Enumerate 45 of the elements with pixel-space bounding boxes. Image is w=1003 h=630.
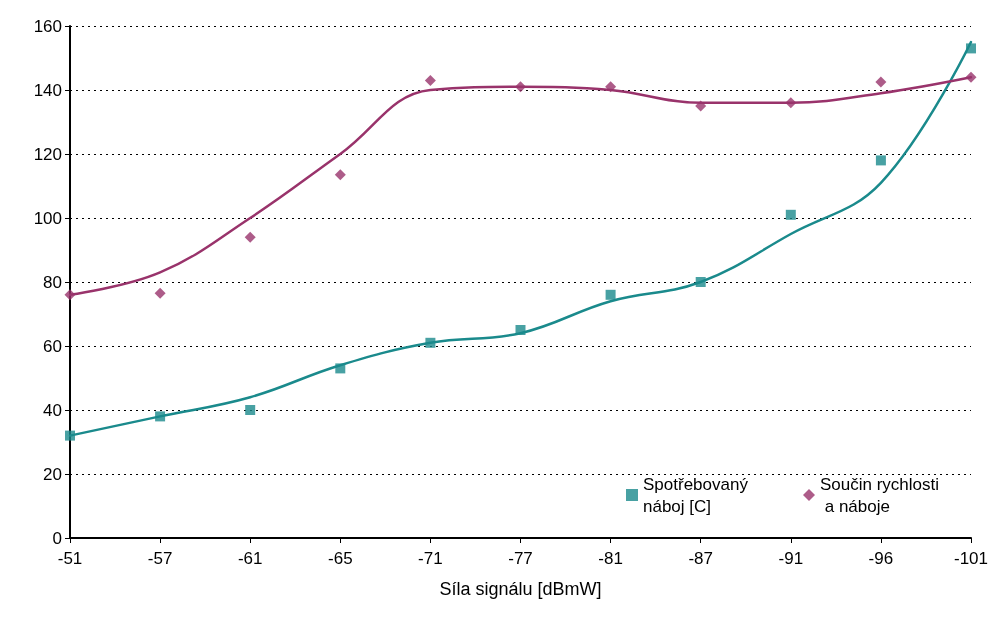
y-tick-label: 160 (33, 16, 62, 36)
y-tick-label: 120 (33, 144, 62, 164)
point (424, 74, 436, 86)
point (965, 71, 977, 83)
point (875, 155, 886, 166)
point (605, 289, 616, 300)
legend-label: Součin rychlosti a náboje (820, 474, 940, 516)
point (335, 363, 346, 374)
point (605, 81, 617, 93)
x-tick-label: -71 (418, 549, 443, 568)
point (64, 289, 76, 301)
point (695, 277, 706, 287)
x-tick-label: -101 (953, 549, 989, 568)
x-tick-label: -96 (868, 549, 894, 568)
y-tick-label: 100 (33, 208, 62, 228)
point (154, 287, 166, 299)
x-tick-label: -65 (328, 549, 353, 568)
y-tick-label: 0 (52, 528, 62, 548)
legend-label: Spotřebovaný náboj [C] (643, 474, 753, 516)
x-tick-label: -81 (598, 549, 623, 568)
point (875, 76, 887, 88)
point (515, 325, 526, 335)
x-axis-title: Síla signálu [dBmW] (439, 579, 602, 599)
point (155, 411, 166, 422)
point (785, 209, 796, 220)
point (334, 169, 346, 181)
point (244, 231, 256, 243)
y-tick-label: 60 (43, 336, 62, 356)
x-tick-label: -57 (147, 549, 173, 568)
x-tick-label: -61 (237, 549, 263, 568)
x-tick-label: -87 (688, 549, 713, 568)
point (695, 100, 707, 112)
point (65, 430, 75, 441)
point (515, 81, 526, 93)
x-tick-label: -51 (57, 549, 83, 568)
y-tick-label: 140 (33, 80, 62, 100)
point (245, 405, 256, 415)
point (785, 97, 797, 109)
point (425, 337, 436, 348)
x-tick-label: -77 (508, 549, 533, 568)
x-tick-label: -91 (778, 549, 804, 568)
point (966, 43, 976, 54)
y-tick-label: 40 (43, 400, 62, 420)
y-tick-label: 80 (43, 272, 62, 292)
y-tick-label: 20 (43, 464, 62, 484)
